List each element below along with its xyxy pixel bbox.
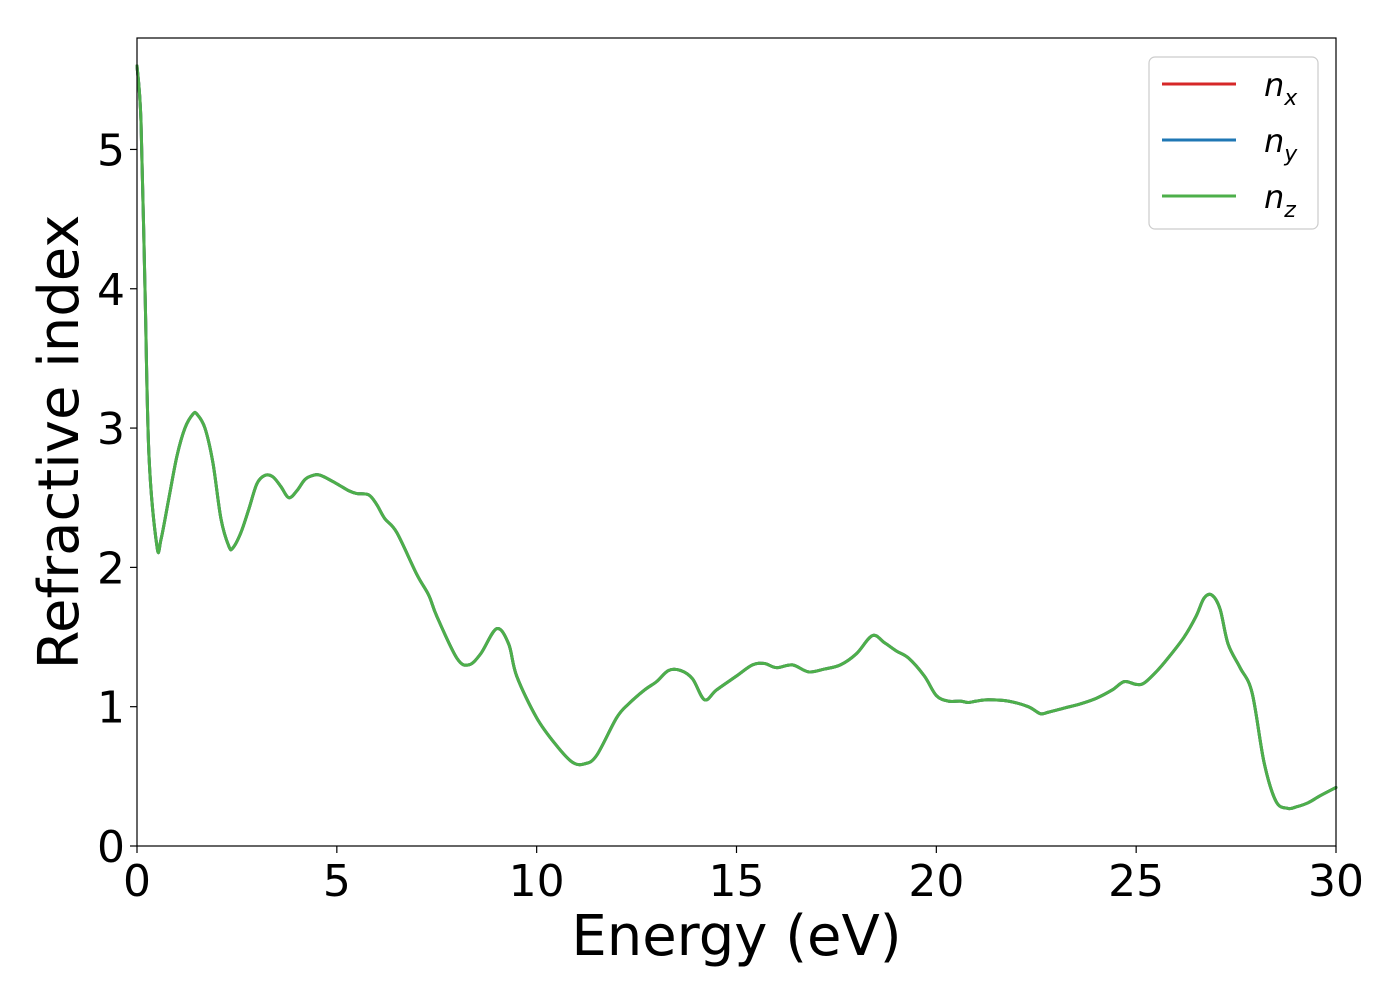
legend-box (1148, 56, 1319, 230)
y-tick-label: 4 (97, 265, 125, 316)
y-tick-label: 1 (97, 683, 125, 734)
x-tick-label: 15 (709, 856, 765, 907)
y-tick-label: 5 (97, 125, 125, 176)
legend-label-x: nx (1264, 66, 1298, 111)
y-tick-label: 0 (97, 822, 125, 873)
y-tick-label: 2 (97, 543, 125, 594)
series-layer (135, 64, 1338, 811)
series-line-n-z (135, 64, 1338, 811)
x-axis-label: Energy (eV) (571, 904, 901, 969)
x-tick-label: 20 (908, 856, 964, 907)
x-axis-ticks: 0 5 10 15 20 25 30 (123, 846, 1364, 907)
x-tick-label: 10 (509, 856, 565, 907)
legend: nx ny nz (1148, 56, 1319, 230)
y-axis-ticks: 0 1 2 3 4 5 (97, 125, 137, 873)
x-tick-label: 30 (1308, 856, 1364, 907)
x-tick-label: 0 (123, 856, 151, 907)
y-tick-label: 3 (97, 404, 125, 455)
legend-label-z: nz (1264, 178, 1296, 223)
x-tick-label: 5 (323, 856, 351, 907)
y-axis-label: Refractive index (27, 215, 92, 670)
legend-label-y: ny (1264, 122, 1298, 167)
x-tick-label: 25 (1108, 856, 1164, 907)
